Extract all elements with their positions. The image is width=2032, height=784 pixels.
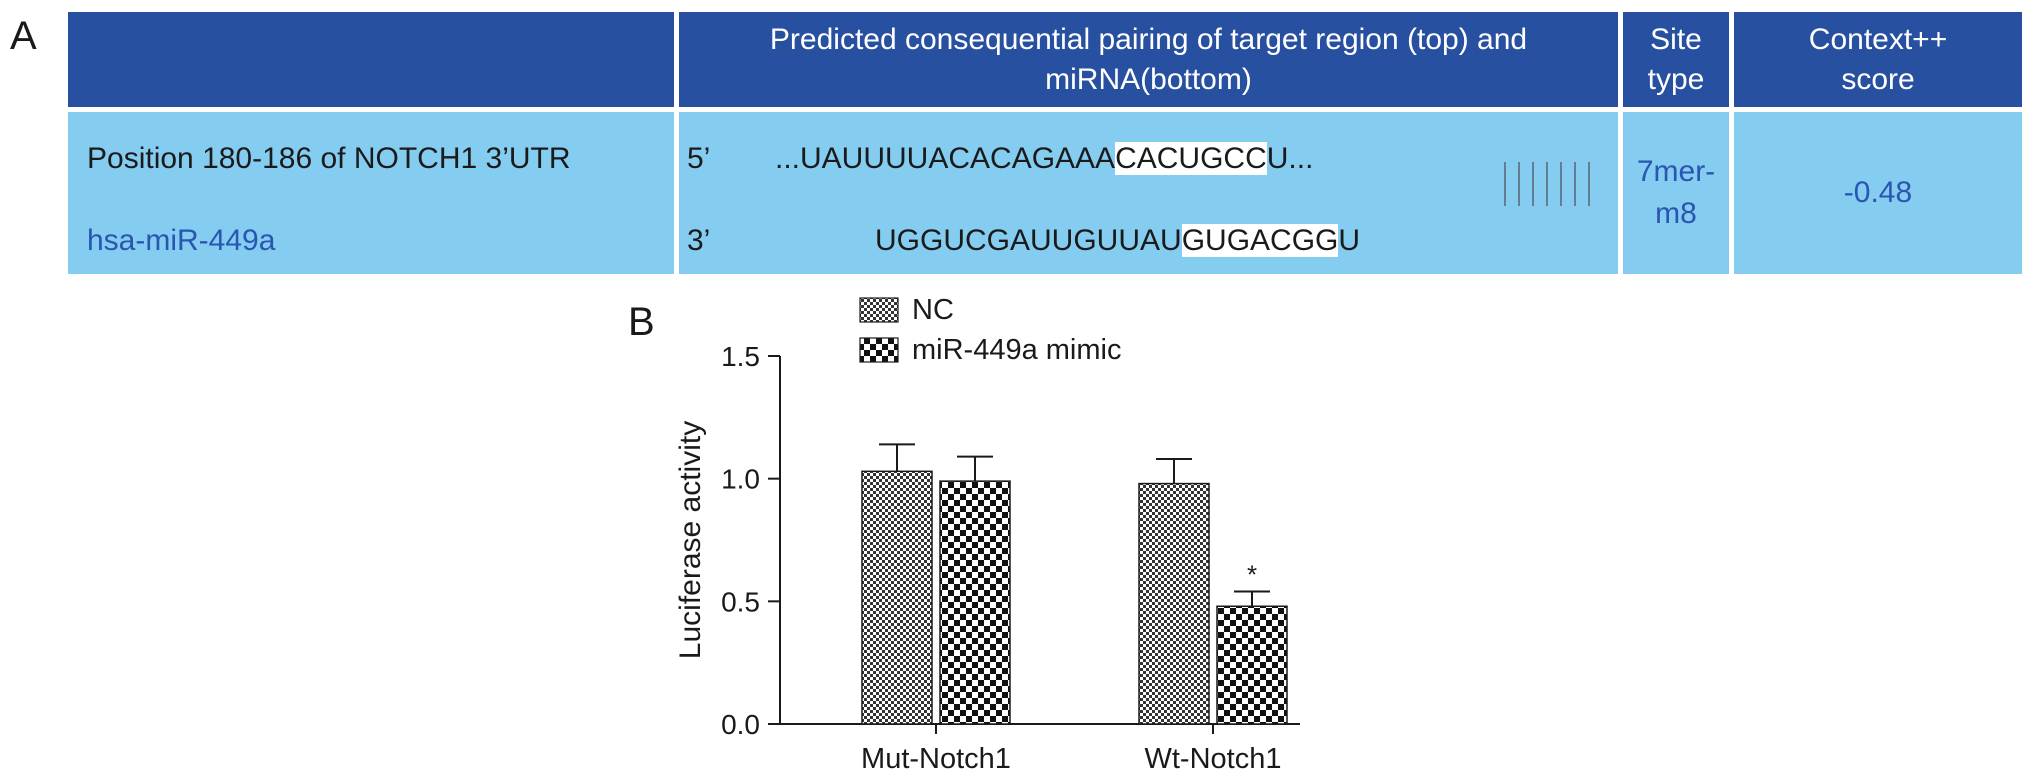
bar: [861, 470, 933, 725]
legend-swatch: [859, 297, 899, 323]
header-context-score-text: Context++ score: [1808, 22, 1948, 96]
target-prediction-table: Predicted consequential pairing of targe…: [68, 12, 2022, 274]
bar: [1138, 482, 1210, 725]
header-pairing-text: Predicted consequential pairing of targe…: [769, 22, 1528, 96]
legend-swatch: [859, 337, 899, 363]
three-prime-label: 3’: [687, 224, 711, 257]
header-context-score: Context++ score: [1734, 12, 2022, 107]
mirna-label: hsa-miR-449a: [87, 224, 276, 257]
context-score-value: -0.48: [1843, 176, 1913, 209]
luciferase-bar-chart: NC miR-449a mimic 0.0 0.5 1.0 1.5 Luciferase …: [674, 294, 1300, 775]
mirna-sequence: UGGUCGAUUGUUAUGUGACGGU: [875, 224, 1360, 258]
chart-bars: *: [861, 443, 1288, 725]
panel-b-letter: B: [628, 300, 655, 344]
y-tick-label: 0.5: [721, 586, 760, 617]
body-context-score-cell: -0.48: [1734, 112, 2022, 274]
significance-marker: *: [1247, 560, 1257, 590]
panel-a-letter: A: [10, 14, 37, 58]
header-site-type-text: Site type: [1647, 22, 1705, 96]
target-sequence: ...UAUUUUACACAGAAACACUGCCU...: [775, 142, 1313, 176]
y-tick-label: 0.0: [721, 709, 760, 740]
chart-legend: NC miR-449a mimic: [859, 294, 1121, 366]
legend-label: NC: [912, 294, 954, 326]
pairing-lines: [1504, 162, 1590, 206]
bar: [939, 480, 1011, 725]
position-label: Position 180-186 of NOTCH1 3’UTR: [87, 142, 571, 175]
header-pairing: Predicted consequential pairing of targe…: [679, 12, 1618, 107]
x-tick-label: Wt-Notch1: [1145, 743, 1282, 775]
mirna-seq-suffix: U: [1338, 224, 1361, 257]
site-type-value: 7mer-m8: [1636, 155, 1716, 230]
header-blank-cell: [68, 12, 674, 107]
mirna-seq-prefix: UGGUCGAUUGUUAU: [875, 224, 1182, 257]
target-seq-suffix: U...: [1266, 142, 1314, 175]
y-tick-label: 1.5: [721, 341, 760, 372]
target-seq-seed: CACUGCC: [1115, 142, 1267, 175]
mirna-seq-seed: GUGACGG: [1181, 224, 1339, 257]
header-site-type: Site type: [1623, 12, 1729, 107]
bar: [1216, 605, 1288, 725]
target-seq-prefix: ...UAUUUUACACAGAAA: [775, 142, 1116, 175]
body-label-cell: Position 180-186 of NOTCH1 3’UTR hsa-miR…: [68, 112, 674, 274]
y-axis-title: Luciferase activity: [674, 421, 707, 659]
body-pairing-cell: 5’ ...UAUUUUACACAGAAACACUGCCU... 3’ UGGU…: [679, 112, 1618, 274]
body-site-type-cell: 7mer-m8: [1623, 112, 1729, 274]
y-tick-label: 1.0: [721, 464, 760, 495]
x-tick-label: Mut-Notch1: [861, 743, 1011, 775]
legend-label: miR-449a mimic: [912, 334, 1121, 366]
five-prime-label: 5’: [687, 142, 711, 175]
